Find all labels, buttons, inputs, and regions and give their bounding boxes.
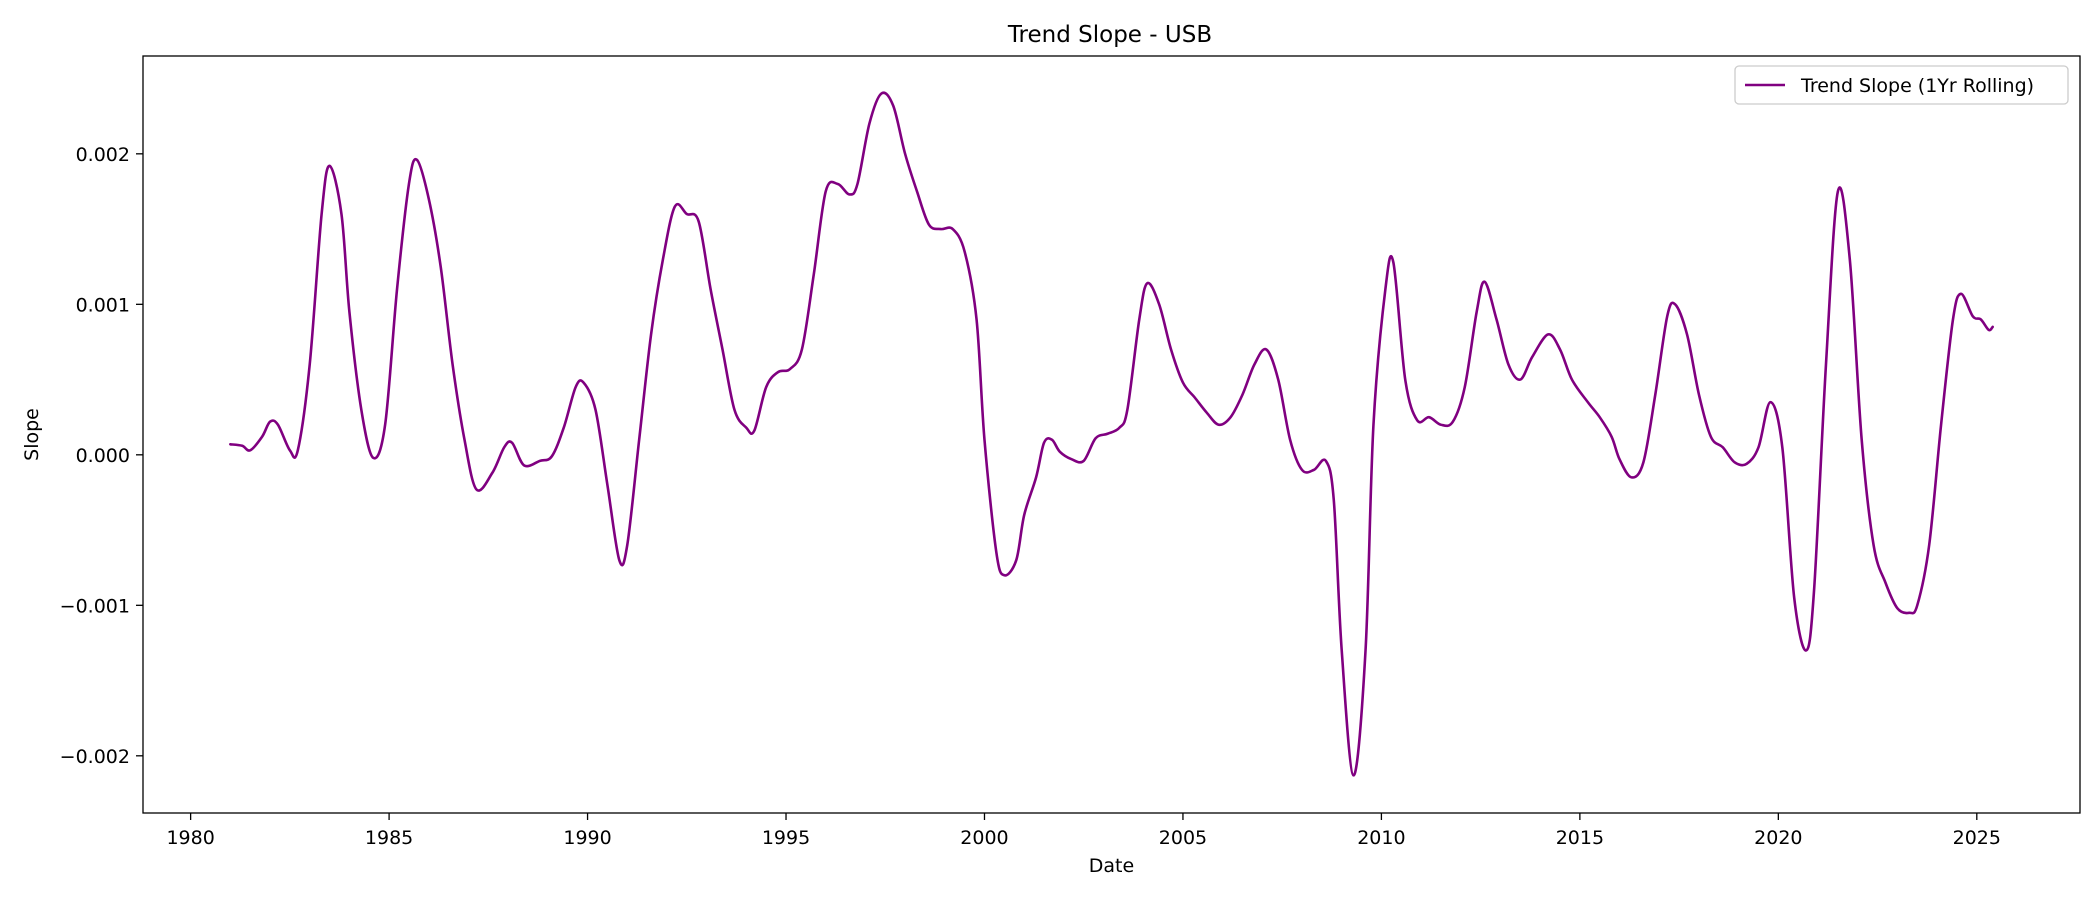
y-tick-label: 0.000 — [76, 445, 130, 467]
y-tick-label: −0.002 — [60, 746, 130, 768]
x-tick-label: 2015 — [1556, 827, 1604, 849]
chart-title: Trend Slope - USB — [1007, 22, 1212, 48]
x-tick-label: 1990 — [563, 827, 611, 849]
legend: Trend Slope (1Yr Rolling) — [1734, 65, 2069, 105]
x-tick-label: 2005 — [1159, 827, 1207, 849]
x-tick-label: 2025 — [1953, 827, 2001, 849]
x-tick-label: 2000 — [960, 827, 1008, 849]
y-axis-title: Slope — [21, 408, 43, 461]
y-axis: −0.002 −0.001 0.000 0.001 0.002 — [60, 144, 143, 768]
x-tick-label: 1980 — [166, 827, 214, 849]
series-line-0 — [229, 91, 1994, 777]
legend-label: Trend Slope (1Yr Rolling) — [1800, 75, 2034, 97]
plot-area — [229, 91, 1994, 777]
y-tick-label: 0.002 — [76, 144, 130, 166]
x-tick-label: 2020 — [1754, 827, 1802, 849]
x-tick-label: 1985 — [365, 827, 413, 849]
legend-box — [1734, 65, 2069, 105]
x-tick-label: 2010 — [1357, 827, 1405, 849]
x-tick-label: 1995 — [762, 827, 810, 849]
plot-frame — [142, 55, 2081, 814]
y-tick-label: 0.001 — [76, 294, 130, 316]
y-tick-label: −0.001 — [60, 595, 130, 617]
x-axis: 1980 1985 1990 1995 2000 2005 2010 2015 2020 2025 — [166, 813, 2001, 849]
x-axis-title: Date — [1089, 855, 1134, 877]
